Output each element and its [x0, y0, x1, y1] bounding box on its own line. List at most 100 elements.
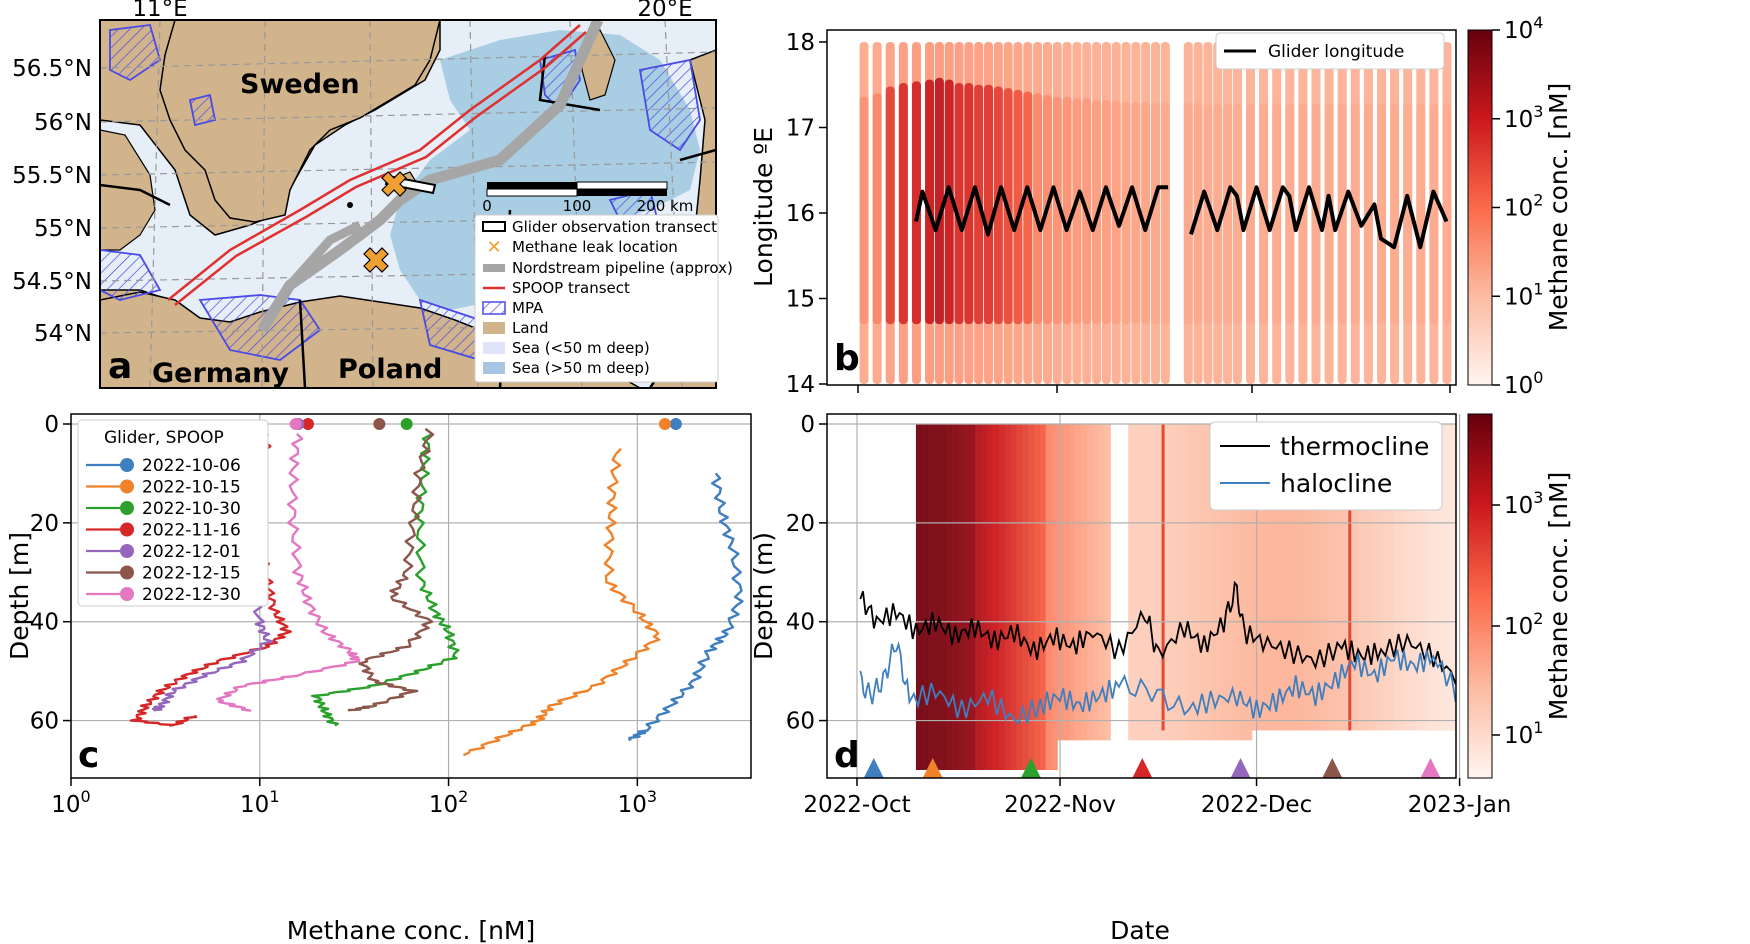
map-legend: Glider observation transect ✕ Methane le…	[474, 214, 733, 383]
legend-label-2022-11-16: 2022-11-16	[142, 521, 241, 541]
legend-dot-2022-10-06	[120, 458, 134, 472]
transect-core	[1141, 101, 1151, 325]
panel-d-heatmap	[915, 424, 1456, 770]
legend-land-label: Land	[512, 319, 549, 337]
spoop-point-2022-10-15	[658, 418, 671, 430]
panel-d-ytick-label: 40	[786, 610, 815, 636]
sampling-marker	[1322, 758, 1343, 778]
panel-d-ytick-label: 0	[800, 412, 815, 438]
heatmap-column	[957, 424, 964, 770]
map-spoop-transect	[167, 24, 587, 306]
heatmap-column	[1045, 424, 1052, 770]
legend-pipeline-label: Nordstream pipeline (approx)	[512, 259, 733, 277]
heatmap-column	[998, 424, 1005, 770]
transect-core	[1121, 101, 1131, 325]
panel-b-ytick-label: 18	[786, 30, 815, 56]
heatmap-column	[1293, 424, 1300, 731]
transect-core	[1151, 102, 1161, 325]
transect-core	[1416, 103, 1426, 325]
heatmap-column	[939, 424, 946, 770]
map-lat-tick-56: 56°N	[34, 110, 92, 136]
transect-core	[1390, 103, 1400, 325]
heatmap-column	[1257, 424, 1265, 731]
heatmap-column	[1434, 424, 1441, 731]
panel-label-d: d	[834, 735, 860, 776]
heatmap-column	[1405, 424, 1412, 731]
legend-glider-longitude-label: Glider longitude	[1268, 42, 1404, 62]
profile-line-2022-12-30	[216, 433, 361, 712]
transect-core	[1324, 103, 1334, 325]
heatmap-column	[1098, 424, 1105, 741]
heatmap-column	[992, 424, 999, 770]
profile-line-2022-10-15	[462, 447, 661, 757]
scalebar-200: 200 km	[637, 197, 694, 215]
heatmap-column	[1328, 424, 1335, 731]
transect-core	[1183, 102, 1193, 325]
panel-label-a: a	[108, 346, 132, 387]
heatmap-column	[1452, 424, 1456, 731]
legend-dot-2022-12-30	[120, 587, 134, 601]
heatmap-column	[1010, 424, 1017, 770]
heatmap-column	[1086, 424, 1094, 741]
legend-label-2022-12-01: 2022-12-01	[142, 542, 241, 562]
heatmap-column	[1299, 424, 1306, 731]
panel-c-ytick-label: 40	[30, 610, 59, 636]
spoop-point-2022-10-30	[400, 418, 413, 430]
transect-core	[859, 96, 869, 325]
panel-c-legend-title: Glider, SPOOP	[104, 428, 224, 448]
heatmap-column	[1417, 424, 1424, 731]
panel-d-xtick-label: 2022-Oct	[803, 792, 910, 818]
heatmap-column	[986, 424, 993, 770]
heatmap-column	[1216, 424, 1223, 741]
map-sea-deep	[390, 30, 700, 310]
legend-mpa-label: MPA	[512, 299, 544, 317]
transect-core	[1013, 89, 1023, 325]
legend-leak-label: Methane leak location	[512, 238, 678, 256]
panel-c-ytick-label: 20	[30, 511, 59, 537]
transect-core	[1203, 103, 1213, 325]
panel-b-ytick-label: 17	[786, 116, 815, 142]
panel-b-cbar-tick-label: 101	[1504, 279, 1543, 310]
heatmap-column	[1187, 424, 1194, 741]
sampling-marker	[1230, 758, 1251, 778]
map-lon-tick-20: 20°E	[637, 0, 692, 22]
scalebar-0: 0	[482, 197, 492, 215]
transect-core	[1062, 96, 1072, 325]
heatmap-column	[1198, 424, 1206, 741]
legend-label-2022-10-06: 2022-10-06	[142, 456, 241, 476]
heatmap-column	[1051, 424, 1058, 770]
sampling-marker	[1020, 758, 1041, 778]
transect-core	[925, 79, 935, 325]
legend-label-2022-10-15: 2022-10-15	[142, 478, 241, 498]
heatmap-column	[1234, 424, 1241, 741]
panel-b-ylabel: Longitude ºE	[749, 127, 778, 287]
heatmap-column	[1440, 424, 1447, 731]
legend-glider-icon	[482, 221, 506, 232]
heatmap-column	[1004, 424, 1011, 770]
heatmap-column	[1210, 424, 1217, 741]
legend-label-2022-10-30: 2022-10-30	[142, 499, 241, 519]
transect-core	[872, 93, 882, 325]
legend-label-2022-12-30: 2022-12-30	[142, 585, 241, 605]
map-nordstream-pipeline-2	[286, 220, 363, 288]
heatmap-column	[1316, 424, 1324, 731]
panel-d-ytick-label: 20	[786, 511, 815, 537]
legend-label-2022-12-15: 2022-12-15	[142, 564, 241, 584]
map-lat-tick-55: 55°N	[34, 216, 92, 242]
heatmap-column	[945, 424, 952, 770]
transect-core	[984, 84, 993, 325]
country-sweden: Sweden	[240, 69, 360, 100]
panel-d-frame	[826, 413, 1457, 779]
panel-d-grid	[827, 414, 1461, 778]
heatmap-column	[1363, 424, 1371, 731]
heatmap-column	[1287, 424, 1294, 731]
panel-d-cbar-tick-label: 101	[1504, 718, 1543, 749]
legend-land-icon	[483, 322, 505, 334]
heatmap-column	[1240, 424, 1247, 741]
panel-d-cbar-tick-label: 103	[1504, 488, 1543, 519]
heatmap-column	[1422, 424, 1430, 731]
sampling-marker	[1132, 758, 1153, 778]
heatmap-column	[1322, 424, 1329, 731]
heatmap-column	[1075, 424, 1082, 741]
